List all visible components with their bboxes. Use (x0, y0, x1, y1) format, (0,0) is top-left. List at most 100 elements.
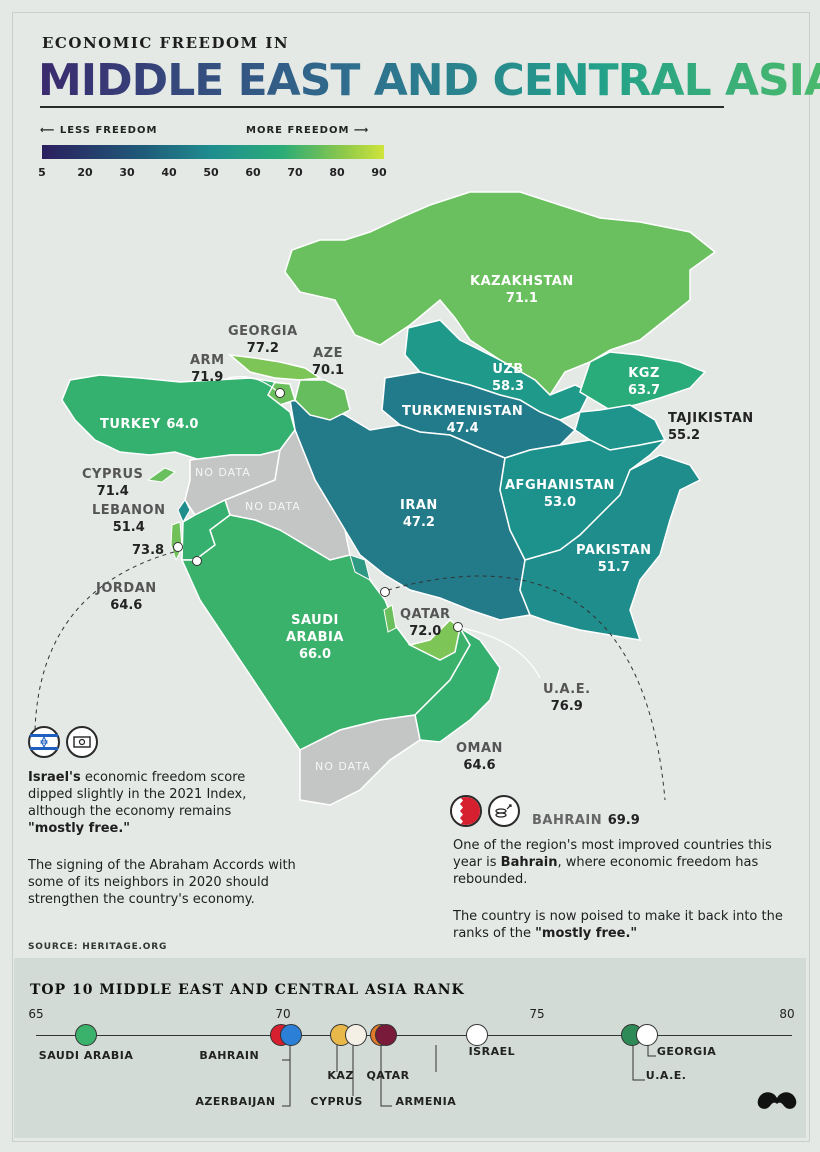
turkmenistan-name: TURKMENISTAN (402, 404, 524, 419)
title-underline (40, 106, 724, 108)
ranking-title: TOP 10 MIDDLE EAST AND CENTRAL ASIA RANK (30, 982, 465, 998)
israel-marker (173, 542, 183, 552)
lebanon-score: 51.4 (112, 520, 145, 535)
kazakhstan-name: KAZAKHSTAN (470, 274, 574, 289)
country-yemen (299, 714, 421, 806)
publisher-logo-icon (755, 1088, 799, 1120)
label-aze: AZE 70.1 (312, 345, 344, 379)
coins-growth-icon (488, 795, 520, 827)
axis-label-75: 75 (529, 1007, 545, 1021)
main-title: MIDDLE EAST AND CENTRAL ASIA (38, 56, 820, 106)
label-cyprus: CYPRUS 71.4 (82, 466, 143, 500)
rank-flag-saudi-arabia (75, 1024, 98, 1046)
legend-tick: 5 (38, 166, 46, 179)
axis-label-65: 65 (28, 1007, 44, 1021)
legend-gradient-bar (42, 145, 384, 159)
label-qatar: QATAR 72.0 (400, 606, 451, 640)
kgz-score: 63.7 (628, 383, 661, 398)
country-israel[interactable] (170, 521, 183, 562)
legend-tick: 20 (77, 166, 93, 179)
bahrain-note2-bold: "mostly free." (535, 926, 638, 941)
turkey-name: TURKEY (100, 417, 161, 432)
oman-name: OMAN (456, 741, 503, 756)
country-lebanon[interactable] (177, 499, 191, 524)
bahrain-note-text-b: , where economic freedom has rebounded. (453, 855, 759, 887)
ranking-panel (14, 958, 806, 1138)
label-kazakhstan: KAZAKHSTAN 71.1 (470, 273, 574, 307)
pakistan-name: PAKISTAN (576, 543, 652, 558)
label-oman: OMAN 64.6 (456, 740, 503, 774)
rank-label: BAHRAIN (199, 1049, 260, 1062)
label-bahrain: BAHRAIN 69.9 (532, 810, 640, 829)
bahrain-note-1: One of the region's most improved countr… (453, 837, 783, 888)
no-data-yemen: NO DATA (315, 760, 371, 773)
uae-leader-line (461, 627, 541, 679)
country-oman[interactable] (414, 627, 501, 743)
axis-label-80: 80 (779, 1007, 795, 1021)
bahrain-flag-icon (450, 795, 482, 827)
country-azerbaijan[interactable] (294, 379, 351, 421)
israel-note-1: Israel's economic freedom score dipped s… (28, 769, 278, 837)
saudi-score: 66.0 (298, 647, 332, 662)
cyprus-score: 71.4 (96, 484, 129, 499)
rank-label: SAUDI ARABIA (38, 1049, 134, 1062)
country-cyprus[interactable] (146, 467, 177, 483)
israel-note-text: economic freedom score dipped slightly i… (28, 770, 247, 819)
country-kuwait (349, 554, 371, 581)
rank-flag-cyprus (345, 1024, 368, 1046)
uzb-score: 58.3 (492, 379, 525, 394)
label-turkey: TURKEY 64.0 (100, 414, 198, 433)
label-arm: ARM 71.9 (190, 352, 225, 386)
rank-label: U.A.E. (645, 1069, 687, 1082)
uae-score: 76.9 (550, 699, 583, 714)
rank-label: AZERBAIJAN (195, 1095, 276, 1108)
rank-flag-georgia (635, 1024, 658, 1046)
label-georgia: GEORGIA 77.2 (228, 323, 298, 357)
arm-marker (275, 388, 285, 398)
country-pakistan[interactable] (519, 454, 702, 641)
rank-flag-azerbaijan (280, 1024, 303, 1046)
jordan-marker (192, 556, 202, 566)
legend-tick: 60 (245, 166, 261, 179)
country-georgia[interactable] (227, 353, 323, 381)
iran-score: 47.2 (402, 515, 435, 530)
israel-note-bold2: "mostly free." (28, 821, 131, 836)
qatar-score: 72.0 (409, 624, 442, 639)
jordan-name: JORDAN (96, 581, 157, 596)
qatar-name: QATAR (400, 607, 451, 622)
rank-flag-israel (465, 1024, 488, 1046)
rank-label: ISRAEL (468, 1045, 516, 1058)
source-credit: SOURCE: HERITAGE.ORG (28, 942, 168, 952)
tajikistan-score: 55.2 (668, 428, 701, 443)
israel-score: 73.8 (132, 543, 165, 558)
israel-flag-icon (28, 726, 60, 758)
label-uae: U.A.E. 76.9 (543, 681, 591, 715)
jordan-score: 64.6 (110, 598, 143, 613)
oman-score: 64.6 (463, 758, 496, 773)
cyprus-name: CYPRUS (82, 467, 144, 482)
label-uzb: UZB 58.3 (492, 361, 524, 395)
rank-label: ARMENIA (395, 1095, 457, 1108)
bahrain-marker (380, 587, 390, 597)
arm-name: ARM (190, 353, 225, 368)
label-iran: IRAN 47.2 (400, 497, 438, 531)
legend-tick: 50 (203, 166, 219, 179)
afghanistan-name: AFGHANISTAN (505, 478, 615, 493)
rank-label: QATAR (366, 1069, 410, 1082)
country-qatar[interactable] (383, 604, 397, 633)
bahrain-note-2: The country is now poised to make it bac… (453, 908, 783, 942)
label-israel-score: 73.8 (132, 540, 164, 559)
afghanistan-score: 53.0 (543, 495, 576, 510)
bahrain-score: 69.9 (607, 813, 640, 828)
arm-leader-line (227, 376, 279, 393)
axis-label-70: 70 (275, 1007, 291, 1021)
bahrain-note2-text: The country is now poised to make it bac… (453, 909, 783, 941)
georgia-name: GEORGIA (228, 324, 298, 339)
uae-marker (453, 622, 463, 632)
saudi-name-1: SAUDI (291, 613, 339, 628)
country-kyrgyzstan[interactable] (579, 351, 707, 411)
label-saudi-arabia: SAUDI ARABIA 66.0 (286, 612, 344, 663)
legend-tick: 80 (329, 166, 345, 179)
rank-flag-qatar (375, 1024, 398, 1046)
